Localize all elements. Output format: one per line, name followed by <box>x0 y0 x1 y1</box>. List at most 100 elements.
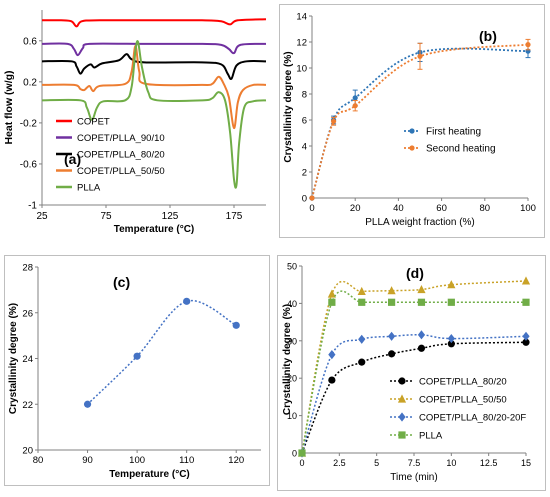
legend-label: PLLA <box>419 431 443 442</box>
data-point <box>521 276 531 285</box>
data-point <box>417 330 426 340</box>
series-line-5 <box>41 40 267 189</box>
x-tick-label: 90 <box>82 455 93 466</box>
y-tick-label: 0.6 <box>23 36 37 47</box>
legend-marker <box>398 377 406 385</box>
data-point <box>417 284 426 294</box>
data-point <box>447 340 455 348</box>
data-point <box>232 321 240 329</box>
data-point <box>327 289 336 298</box>
legend-label: PLLA <box>77 183 101 194</box>
panel-label: (d) <box>406 265 424 281</box>
legend-label: COPET/PLLA_80/20 <box>77 150 165 161</box>
x-tick-label: 100 <box>520 203 536 214</box>
data-point <box>358 334 366 344</box>
legend-label: COPET/PLLA_80/20-20F <box>419 413 526 424</box>
data-point <box>328 350 336 360</box>
x-axis-title: Temperature (°C) <box>109 469 190 480</box>
y-tick-label: 24 <box>22 354 33 365</box>
x-tick-label: 75 <box>100 211 112 222</box>
legend-label: COPET/PLLA_80/20 <box>419 377 507 388</box>
data-point <box>417 344 426 352</box>
data-point <box>525 42 531 48</box>
x-tick-label: 0 <box>309 203 314 214</box>
y-tick-label: -0.2 <box>20 118 38 129</box>
y-tick-label: 8 <box>302 90 307 101</box>
chart-panel-a: 25 75 125 175 0.6 0.2 -0.2 -0.6 -1 Temperature (°… <box>0 0 276 238</box>
y-tick-label: 10 <box>296 64 307 75</box>
x-tick-label: 7.5 <box>408 458 421 468</box>
crystallinity-vs-time-chart: 0 2.5 5 7.5 10 12.5 15 0 10 20 30 40 50 Time (min) Cry… <box>282 262 531 484</box>
y-tick-label: 28 <box>22 263 33 274</box>
crystallinity-vs-plla-chart: 0 20 40 60 80 100 0 2 4 6 8 10 12 14 PLLA weight fract… <box>283 12 536 229</box>
data-point <box>358 358 366 366</box>
data-point <box>447 280 456 289</box>
data-point <box>387 286 396 295</box>
x-tick-label: 80 <box>480 203 491 214</box>
x-tick-label: 10 <box>446 458 456 468</box>
x-tick-label: 5 <box>374 458 379 468</box>
series-line-1 <box>311 47 529 199</box>
legend-label: COPET <box>77 117 110 128</box>
x-tick-label: 120 <box>228 455 244 466</box>
y-tick-label: -0.6 <box>20 159 38 170</box>
data-point <box>417 298 426 306</box>
y-tick-label: 0 <box>292 449 297 459</box>
data-point <box>133 352 141 360</box>
data-point <box>328 376 336 384</box>
y-tick-label: 22 <box>22 400 33 411</box>
x-tick-label: 60 <box>436 203 447 214</box>
data-point <box>388 298 396 306</box>
data-point <box>328 298 336 306</box>
legend-label: COPET/PLLA_50/50 <box>77 166 165 177</box>
series-line-1 <box>41 18 267 28</box>
y-tick-label: 20 <box>287 374 297 384</box>
heat-flow-chart: 25 75 125 175 0.6 0.2 -0.2 -0.6 -1 Temperature (°… <box>3 10 267 235</box>
data-point <box>309 195 315 201</box>
x-tick-label: 175 <box>226 211 243 222</box>
x-axis-title: PLLA weight fraction (%) <box>365 217 475 228</box>
legend-marker <box>398 431 406 439</box>
data-point <box>447 298 455 306</box>
x-tick-label: 15 <box>521 458 531 468</box>
series-line-4 <box>41 44 267 130</box>
x-tick-label: 40 <box>393 203 404 214</box>
x-tick-label: 125 <box>162 211 179 222</box>
y-tick-label: 6 <box>302 116 307 127</box>
data-point <box>358 298 366 306</box>
data-point <box>522 298 530 306</box>
series-line-3 <box>41 53 267 81</box>
x-tick-label: 20 <box>350 203 361 214</box>
legend-marker <box>409 128 415 134</box>
data-point <box>183 297 191 305</box>
x-tick-label: 0 <box>299 458 304 468</box>
x-tick-label: 110 <box>179 455 194 466</box>
data-point <box>352 95 358 101</box>
series-line-2 <box>311 43 529 199</box>
series-line-4 <box>301 290 526 454</box>
y-tick-label: 10 <box>287 411 297 421</box>
legend-label: Second heating <box>426 144 496 155</box>
data-point <box>298 449 306 457</box>
data-point <box>331 118 337 124</box>
legend-marker <box>398 412 406 422</box>
chart-panel-d: 0 2.5 5 7.5 10 12.5 15 0 10 20 30 40 50 Time (min) Cry… <box>277 255 546 491</box>
y-tick-label: 0 <box>302 194 307 205</box>
data-point <box>388 331 396 341</box>
x-axis-title: Temperature (°C) <box>114 224 195 235</box>
panel-label: (b) <box>479 28 497 44</box>
chart-panel-c: 80 90 100 110 120 20 22 24 26 28 Temperature (°C) C… <box>4 255 270 486</box>
y-tick-label: 26 <box>22 308 33 319</box>
y-tick-label: 40 <box>287 299 297 309</box>
series-line-2 <box>301 280 527 454</box>
series-line-2 <box>41 42 267 57</box>
x-tick-label: 100 <box>129 455 145 466</box>
legend-label: COPET/PLLA_50/50 <box>419 395 507 406</box>
y-tick-label: 50 <box>287 262 297 272</box>
y-tick-label: 14 <box>296 12 307 23</box>
y-axis-title: Crystallinity degree (%) <box>283 51 294 162</box>
y-tick-label: 30 <box>287 336 297 346</box>
crystallinity-vs-temperature-chart: 80 90 100 110 120 20 22 24 26 28 Temperature (°C) C… <box>8 263 261 480</box>
x-tick-label: 80 <box>33 455 44 466</box>
y-axis-title: Crystallinity degree (%) <box>282 304 293 415</box>
